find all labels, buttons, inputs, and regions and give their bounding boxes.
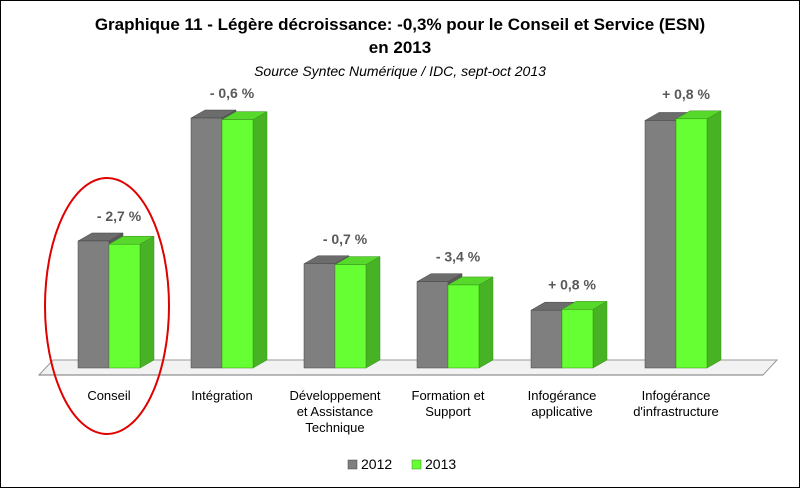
bar-front: [416, 281, 449, 369]
bar-front: [675, 118, 708, 369]
bar-side: [139, 235, 155, 369]
bar-front: [303, 263, 336, 369]
bar-front: [644, 120, 677, 369]
bar-side: [252, 111, 268, 369]
category-label-line: Technique: [305, 420, 364, 435]
category-label: Infogérance applicative: [528, 388, 597, 419]
bar-side: [592, 300, 608, 369]
category-label-line: Développement: [289, 388, 380, 403]
bar-2013-4: [561, 300, 608, 369]
category-label-line: d'infrastructure: [633, 404, 719, 419]
bar-front: [561, 309, 594, 369]
bar-side: [706, 110, 722, 369]
bar-front: [190, 117, 223, 369]
bar-front: [447, 284, 480, 369]
category-label-line: Formation et: [412, 388, 485, 403]
category-label: Développement et Assistance Technique: [289, 388, 380, 435]
data-label: - 2,7 %: [97, 208, 142, 224]
bar-front: [530, 309, 563, 369]
data-label: + 0,8 %: [662, 86, 710, 102]
chart-title-line2: en 2013: [368, 38, 432, 57]
bar-2013-0: [108, 235, 155, 369]
bar-2013-1: [221, 111, 268, 369]
legend-label: 2012: [361, 456, 392, 472]
data-label: - 0,7 %: [323, 231, 368, 247]
chart-title-line1: Graphique 11 - Légère décroissance: -0,3…: [94, 15, 706, 34]
bar-2012-1: [190, 109, 237, 369]
bar-2013-3: [447, 276, 494, 369]
bar-front: [334, 264, 367, 369]
data-label: - 0,6 %: [210, 85, 255, 101]
legend-swatch: [411, 459, 422, 470]
category-label: Formation et Support: [412, 388, 485, 419]
bar-side: [478, 276, 494, 369]
category-label: Infogérance d'infrastructure: [633, 388, 719, 419]
legend-label: 2013: [425, 456, 456, 472]
category-label-line: Conseil: [87, 388, 130, 403]
legend-swatch: [347, 459, 358, 470]
category-label-line: et Assistance: [297, 404, 374, 419]
category-label-line: Infogérance: [528, 388, 597, 403]
legend-item-2013: 2013: [411, 456, 456, 472]
bar-2013-5: [675, 110, 722, 369]
category-label-line: Infogérance: [642, 388, 711, 403]
category-label-line: Support: [425, 404, 471, 419]
category-label: Intégration: [191, 388, 252, 403]
bar-front: [221, 119, 254, 369]
category-label: Conseil: [87, 388, 130, 403]
bar-side: [365, 256, 381, 369]
category-label-line: applicative: [531, 404, 592, 419]
chart-subtitle: Source Syntec Numérique / IDC, sept-oct …: [254, 63, 546, 79]
bar-2013-2: [334, 256, 381, 369]
legend-item-2012: 2012: [347, 456, 392, 472]
category-label-line: Intégration: [191, 388, 252, 403]
bar-front: [108, 243, 141, 369]
bar-front: [77, 240, 110, 369]
data-label: + 0,8 %: [548, 276, 596, 292]
highlight-ellipse: [44, 177, 170, 435]
data-label: - 3,4 %: [436, 249, 481, 265]
